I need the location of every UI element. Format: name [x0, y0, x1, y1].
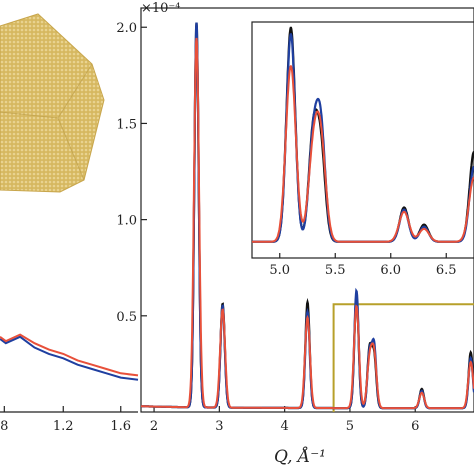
left-x-tick-label: 8 — [0, 419, 8, 434]
inset-window-box — [332, 303, 474, 412]
left-series-blue — [0, 335, 139, 381]
inset-x-tick-label: 6.5 — [436, 263, 457, 278]
left-x-tick-label: 1.2 — [53, 419, 74, 434]
y-tick-label: 0.5 — [116, 310, 137, 325]
x-tick-label: 5 — [346, 419, 354, 434]
x-tick-label: 4 — [281, 419, 289, 434]
left-series-red — [0, 333, 139, 377]
x-axis-title: Q, Å⁻¹ — [274, 446, 326, 467]
left-x-tick-label: 1.6 — [110, 419, 131, 434]
x-tick-label: 3 — [215, 419, 223, 434]
inset-x-tick-label: 5.0 — [269, 263, 290, 278]
y-scale-label: ×10⁻⁴ — [141, 1, 181, 16]
inset-series-red — [252, 65, 474, 243]
left-panel: 8 1.2 1.6 — [0, 333, 139, 434]
y-tick-label: 1.0 — [116, 214, 137, 229]
inset-panel: 5.0 5.5 6.0 6.5 — [251, 21, 474, 278]
inset-x-tick-label: 6.0 — [380, 263, 401, 278]
y-tick-label: 2.0 — [116, 21, 137, 36]
nanoparticle-icon — [0, 13, 105, 193]
main-plot-frame — [140, 7, 474, 413]
x-tick-label: 2 — [150, 419, 158, 434]
inset-x-tick-label: 5.5 — [325, 263, 346, 278]
x-tick-label: 6 — [411, 419, 419, 434]
y-tick-label: 1.5 — [116, 117, 137, 132]
main-panel: ×10⁻⁴ 0.5 1.0 1.5 2.0 2 3 4 5 6 Q, Å⁻¹ — [116, 1, 474, 467]
series-red — [141, 37, 474, 410]
